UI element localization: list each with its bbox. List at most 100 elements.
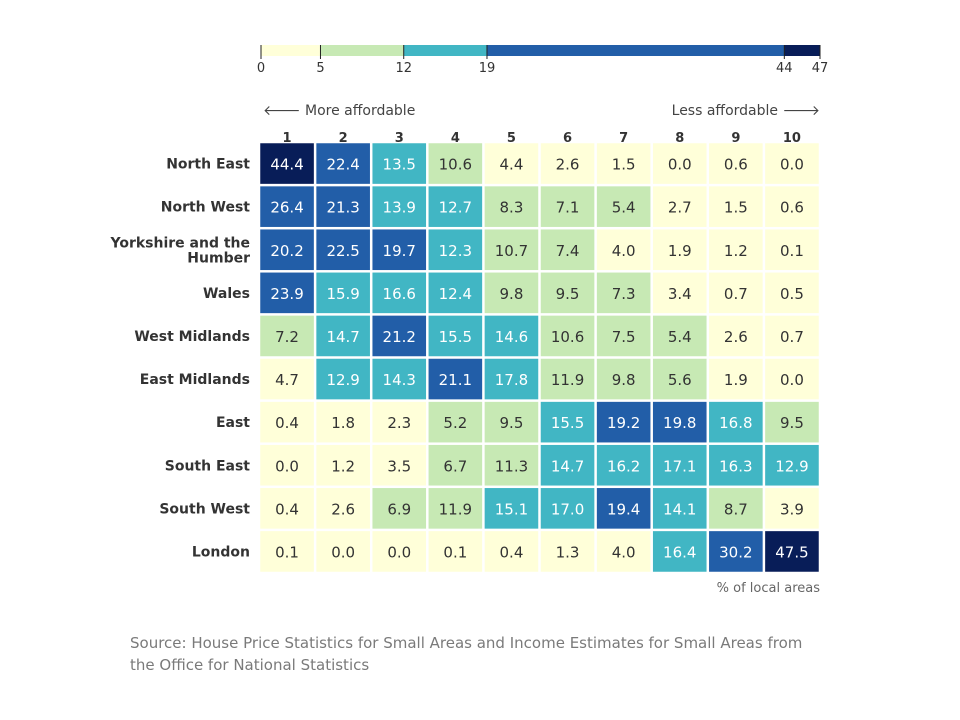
- column-label: 4: [451, 131, 460, 146]
- cell-value-label: 19.2: [607, 414, 640, 432]
- heatmap-cell: [596, 315, 651, 357]
- cell-value-label: 1.3: [556, 543, 580, 561]
- cell-value-label: 5.4: [612, 199, 636, 217]
- heatmap-cell: [428, 488, 483, 529]
- heatmap-cell: [709, 488, 763, 529]
- cell-value-label: 16.4: [663, 543, 696, 561]
- cell-value-label: 3.9: [780, 500, 804, 518]
- heatmap-cell: [260, 358, 314, 400]
- cell-value-label: 15.5: [551, 414, 584, 432]
- cell-value-label: 15.1: [495, 500, 528, 518]
- cell-value-label: 16.2: [607, 457, 640, 475]
- cell-value-label: 0.0: [331, 543, 355, 561]
- cell-value-label: 5.4: [668, 328, 692, 346]
- cell-value-label: 6.9: [387, 500, 411, 518]
- legend-swatch: [320, 45, 404, 56]
- heatmap-cell: [316, 143, 370, 184]
- column-label: 7: [619, 131, 628, 146]
- cell-value-label: 1.5: [724, 199, 748, 217]
- heatmap-cell: [765, 531, 819, 572]
- column-label: 9: [731, 131, 740, 146]
- heatmap-cell: [652, 401, 707, 443]
- row-label: East Midlands: [140, 372, 250, 388]
- cell-value-label: 47.5: [775, 543, 808, 561]
- heatmap-cell: [652, 186, 707, 227]
- heatmap-cell: [596, 186, 651, 227]
- cell-value-label: 15.9: [326, 285, 359, 303]
- cell-value-label: 0.7: [780, 328, 804, 346]
- cell-value-label: 22.4: [326, 156, 359, 174]
- heatmap-cell: [596, 358, 651, 400]
- heatmap-cell: [428, 358, 483, 400]
- cell-value-label: 14.7: [551, 457, 584, 475]
- cell-value-label: 0.0: [780, 371, 804, 389]
- cell-value-label: 2.6: [556, 156, 580, 174]
- heatmap-cell: [372, 358, 427, 400]
- cell-value-label: 0.0: [387, 543, 411, 561]
- cell-value-label: 12.4: [439, 285, 472, 303]
- cell-value-label: 12.9: [775, 457, 808, 475]
- heatmap-cell: [484, 229, 539, 271]
- cell-value-label: 30.2: [719, 543, 752, 561]
- heatmap-cell: [709, 272, 763, 314]
- cell-value-label: 2.6: [724, 328, 748, 346]
- legend-tick-label: 0: [257, 61, 265, 76]
- cell-value-label: 12.3: [439, 242, 472, 260]
- cell-value-label: 5.2: [443, 414, 467, 432]
- heatmap-cell: [540, 229, 595, 271]
- cell-value-label: 12.7: [439, 199, 472, 217]
- legend-swatch: [784, 45, 820, 56]
- cell-value-label: 4.7: [275, 371, 299, 389]
- heatmap-cell: [260, 531, 314, 572]
- cell-value-label: 1.2: [724, 242, 748, 260]
- heatmap-cell: [372, 531, 427, 572]
- cell-value-label: 15.5: [439, 328, 472, 346]
- cell-value-label: 1.9: [724, 371, 748, 389]
- heatmap-cell: [484, 272, 539, 314]
- cell-value-label: 14.3: [383, 371, 416, 389]
- heatmap-cell: [428, 143, 483, 184]
- heatmap-cell: [316, 272, 370, 314]
- legend-tick-label: 44: [776, 61, 793, 76]
- cell-value-label: 19.8: [663, 414, 696, 432]
- heatmap-cell: [709, 186, 763, 227]
- legend-swatch: [403, 45, 487, 56]
- heatmap-cell: [765, 186, 819, 227]
- cell-value-label: 9.8: [500, 285, 524, 303]
- heatmap-cell: [428, 531, 483, 572]
- heatmap-cell: [652, 488, 707, 529]
- cell-value-label: 2.3: [387, 414, 411, 432]
- cell-value-label: 1.2: [331, 457, 355, 475]
- cell-value-label: 9.5: [780, 414, 804, 432]
- heatmap-cell: [428, 315, 483, 357]
- cell-value-label: 0.0: [668, 156, 692, 174]
- heatmap-cell: [372, 315, 427, 357]
- heatmap-cell: [316, 315, 370, 357]
- heatmap-cell: [765, 358, 819, 400]
- row-label: Wales: [203, 286, 250, 302]
- row-label: South West: [159, 501, 250, 517]
- heatmap-cell: [260, 315, 314, 357]
- cell-value-label: 21.2: [383, 328, 416, 346]
- cell-value-label: 16.8: [719, 414, 752, 432]
- cell-value-label: 16.3: [719, 457, 752, 475]
- heatmap-cell: [372, 272, 427, 314]
- cell-value-label: 10.6: [551, 328, 584, 346]
- heatmap-cell: [484, 143, 539, 184]
- cell-value-label: 1.9: [668, 242, 692, 260]
- unit-label: % of local areas: [717, 581, 821, 596]
- heatmap-cell: [372, 143, 427, 184]
- less-affordable-label: Less affordable 🡒: [672, 103, 820, 119]
- legend-tick-label: 12: [395, 61, 412, 76]
- heatmap-cell: [372, 229, 427, 271]
- cell-value-label: 19.4: [607, 500, 640, 518]
- legend-tick-label: 19: [479, 61, 496, 76]
- heatmap-cell: [428, 186, 483, 227]
- heatmap-cell: [596, 229, 651, 271]
- heatmap-cell: [540, 488, 595, 529]
- cell-value-label: 5.6: [668, 371, 692, 389]
- heatmap-cell: [484, 531, 539, 572]
- cell-value-label: 0.6: [780, 199, 804, 217]
- heatmap-cell: [316, 444, 370, 486]
- heatmap-cell: [540, 444, 595, 486]
